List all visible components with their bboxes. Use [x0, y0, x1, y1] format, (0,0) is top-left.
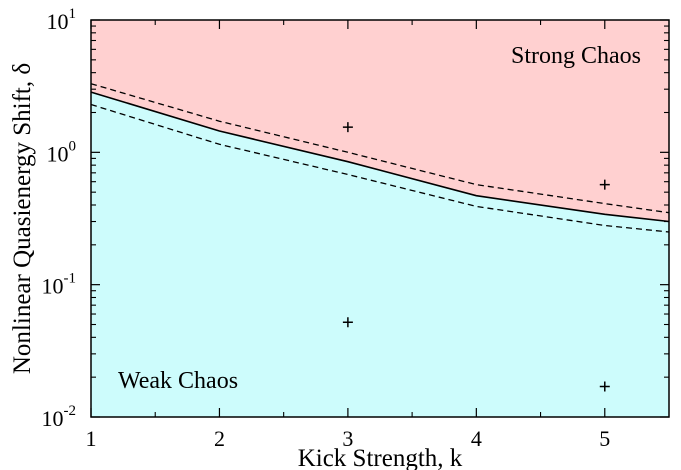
- strong-chaos-region: [91, 20, 669, 222]
- y-tick-label: 10-1: [42, 271, 77, 299]
- x-tick-label-3: 3: [342, 426, 353, 451]
- points-layer: [342, 122, 610, 392]
- boundary-line-0: [90, 91, 670, 223]
- x-tick-label-2: 2: [214, 426, 225, 451]
- y-axis-title: Nonlinear Quasienergy Shift, δ: [9, 63, 36, 374]
- region-label-weak-chaos: Weak Chaos: [118, 368, 238, 394]
- y-tick-label: 10-2: [42, 403, 77, 431]
- x-tick-label-5: 5: [599, 426, 610, 451]
- y-tick-label: 101: [47, 6, 77, 34]
- plus-marker-3: [599, 381, 610, 392]
- dashed-line-2: [90, 103, 670, 233]
- regions-layer: [91, 20, 669, 417]
- plot-frame: [90, 19, 670, 418]
- plus-marker-2: [599, 179, 610, 190]
- plus-marker-1: [342, 317, 353, 328]
- x-axis-title: Kick Strength, k: [298, 445, 463, 470]
- y-tick-label: 100: [47, 138, 77, 166]
- labels-layer: 1 2 3 4 5 10-2 10-1 100 101: [42, 6, 611, 451]
- region-label-strong-chaos: Strong Chaos: [511, 43, 641, 69]
- x-tick-label-1: 1: [86, 426, 97, 451]
- dashed-line-1: [90, 83, 670, 214]
- ticks-layer: [90, 19, 669, 418]
- plus-marker-0: [342, 122, 353, 133]
- series-layer: [90, 83, 670, 233]
- weak-chaos-region: [91, 92, 669, 417]
- x-tick-label-4: 4: [471, 426, 482, 451]
